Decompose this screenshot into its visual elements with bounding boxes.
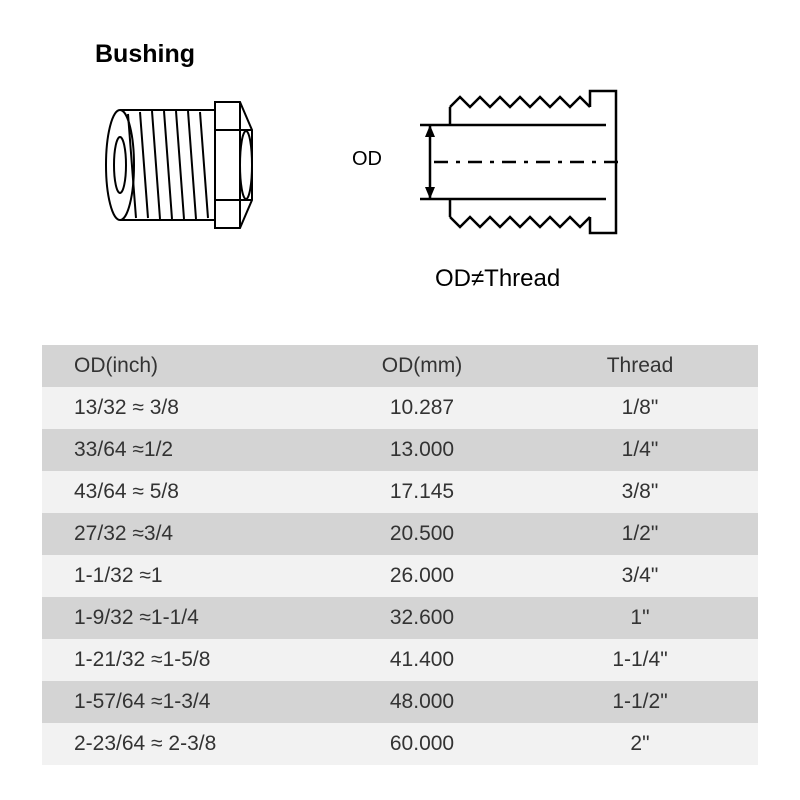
cell-thread: 1-1/4": [522, 639, 758, 681]
od-not-equal-thread-label: OD≠Thread: [435, 265, 560, 293]
cell-thread: 1-1/2": [522, 681, 758, 723]
table-row: 2-23/64 ≈ 2-3/860.0002": [42, 723, 758, 765]
cell-od-inch: 1-9/32 ≈1-1/4: [42, 597, 322, 639]
cell-od-mm: 20.500: [322, 513, 522, 555]
cell-od-inch: 2-23/64 ≈ 2-3/8: [42, 723, 322, 765]
cell-od-inch: 1-21/32 ≈1-5/8: [42, 639, 322, 681]
col-header-od-mm: OD(mm): [322, 345, 522, 387]
col-header-thread: Thread: [522, 345, 758, 387]
table-row: 1-21/32 ≈1-5/841.4001-1/4": [42, 639, 758, 681]
bushing-section-icon: [380, 85, 640, 235]
cell-od-mm: 26.000: [322, 555, 522, 597]
cell-od-mm: 10.287: [322, 387, 522, 429]
table-row: 33/64 ≈1/213.0001/4": [42, 429, 758, 471]
cell-od-mm: 17.145: [322, 471, 522, 513]
table-row: 1-57/64 ≈1-3/448.0001-1/2": [42, 681, 758, 723]
table-row: 27/32 ≈3/420.5001/2": [42, 513, 758, 555]
cell-od-mm: 32.600: [322, 597, 522, 639]
bushing-3d-icon: [90, 90, 270, 240]
cell-thread: 1/8": [522, 387, 758, 429]
cell-od-inch: 27/32 ≈3/4: [42, 513, 322, 555]
diagram-area: Bushing: [60, 40, 740, 340]
cell-thread: 1/2": [522, 513, 758, 555]
cell-thread: 1/4": [522, 429, 758, 471]
table-header-row: OD(inch) OD(mm) Thread: [42, 345, 758, 387]
table-row: 43/64 ≈ 5/817.1453/8": [42, 471, 758, 513]
cell-thread: 3/4": [522, 555, 758, 597]
cell-od-inch: 1-1/32 ≈1: [42, 555, 322, 597]
table-row: 1-1/32 ≈126.0003/4": [42, 555, 758, 597]
table-row: 1-9/32 ≈1-1/432.6001": [42, 597, 758, 639]
cell-od-inch: 1-57/64 ≈1-3/4: [42, 681, 322, 723]
table-row: 13/32 ≈ 3/810.2871/8": [42, 387, 758, 429]
cell-thread: 1": [522, 597, 758, 639]
cell-od-inch: 13/32 ≈ 3/8: [42, 387, 322, 429]
table-body: 13/32 ≈ 3/810.2871/8"33/64 ≈1/213.0001/4…: [42, 387, 758, 765]
bushing-size-table: OD(inch) OD(mm) Thread 13/32 ≈ 3/810.287…: [42, 345, 758, 765]
cell-od-mm: 41.400: [322, 639, 522, 681]
cell-thread: 3/8": [522, 471, 758, 513]
cell-od-inch: 33/64 ≈1/2: [42, 429, 322, 471]
cell-od-mm: 48.000: [322, 681, 522, 723]
cell-thread: 2": [522, 723, 758, 765]
cell-od-inch: 43/64 ≈ 5/8: [42, 471, 322, 513]
bushing-title: Bushing: [95, 40, 195, 69]
col-header-od-inch: OD(inch): [42, 345, 322, 387]
cell-od-mm: 13.000: [322, 429, 522, 471]
od-dimension-label: OD: [352, 148, 382, 171]
page: Bushing: [0, 0, 800, 800]
cell-od-mm: 60.000: [322, 723, 522, 765]
